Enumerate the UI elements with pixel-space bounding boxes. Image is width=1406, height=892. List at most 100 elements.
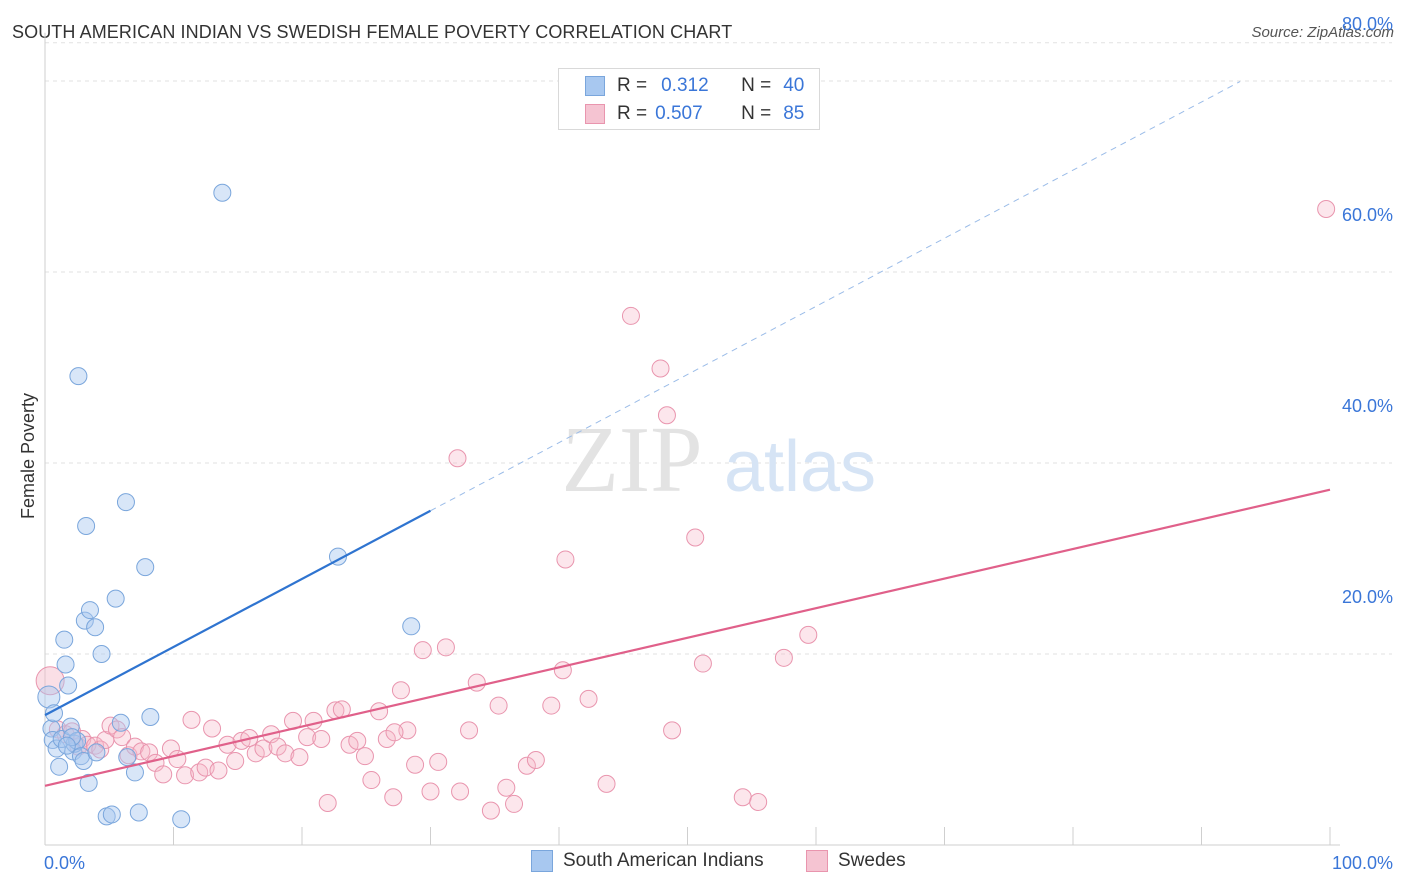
swedes-point (497, 778, 516, 797)
legend-n-label: N = (741, 103, 772, 124)
pink-swatch-icon (585, 104, 605, 124)
legend-r-value: 0.312 (661, 75, 709, 96)
swedes-point (362, 771, 381, 790)
south-american-indians-point (116, 493, 135, 512)
south-american-indians-point (86, 618, 105, 637)
swedes-point (517, 756, 536, 775)
swedes-point (799, 625, 818, 644)
swedes-point (489, 696, 508, 715)
south-american-indians-point (102, 805, 121, 824)
y-tick-label: 80.0% (1342, 14, 1393, 34)
south-american-indians-point (56, 655, 75, 674)
south-american-indians-point (71, 747, 90, 766)
legend-r-label: R = (617, 103, 648, 124)
south-american-indians-point (172, 810, 191, 829)
blue-swatch-icon (585, 76, 605, 96)
swedes-point (268, 737, 287, 756)
swedes-point (298, 728, 317, 747)
swedes-point (254, 739, 273, 758)
south-american-indians-point (118, 748, 137, 767)
swedes-point (190, 763, 209, 782)
south-american-indians-point (79, 773, 98, 792)
legend-r-value: 0.507 (655, 103, 703, 124)
south-american-indians-point (129, 803, 148, 822)
swedes-point (391, 681, 410, 700)
swedes-point (384, 788, 403, 807)
swedes-point (176, 766, 195, 785)
south-american-indians-point (141, 708, 160, 727)
legend-item-south-american-indians: South American Indians (531, 850, 764, 872)
correlation-legend: R = 0.312 N = 40 R = 0.507 N = 85 (558, 68, 820, 130)
south-american-indians-point (125, 763, 144, 782)
south-american-indians-points (37, 183, 421, 829)
swedes-point (290, 748, 309, 767)
swedes-point (621, 306, 640, 325)
swedes-point (355, 747, 374, 766)
swedes-point (182, 710, 201, 729)
swedes-point (154, 765, 173, 784)
swedes-point (526, 751, 545, 770)
y-axis-label: Female Poverty (18, 393, 38, 519)
swedes-point (774, 648, 793, 667)
x-tick-label: 100.0% (1332, 853, 1393, 873)
axes (44, 32, 1340, 846)
legend-item-swedes: Swedes (806, 850, 906, 872)
south-american-indians-point (69, 367, 88, 386)
swedes-point (113, 728, 132, 747)
y-tick-label: 20.0% (1342, 587, 1393, 607)
south-american-indians-point (75, 611, 94, 630)
swedes-point (481, 801, 500, 820)
trend-lines (44, 81, 1331, 787)
south-american-indians-point (106, 589, 125, 608)
grid-lines (45, 42, 1392, 655)
swedes-point (413, 641, 432, 660)
swedes-point (451, 782, 470, 801)
swedes-point (556, 550, 575, 569)
south-american-indians-point (77, 517, 96, 536)
swedes-point (651, 359, 670, 378)
swedes-point (663, 721, 682, 740)
swedes-point (448, 449, 467, 468)
swedes-point (209, 761, 228, 780)
blue-swatch-icon (531, 850, 553, 872)
y-tick-label: 40.0% (1342, 396, 1393, 416)
swedes-point (226, 751, 245, 770)
series-legend: South American Indians Swedes (0, 850, 1406, 878)
swedes-points (35, 199, 1336, 820)
south-american-indians-point (74, 751, 93, 770)
source-label: Source: ZipAtlas.com (1251, 24, 1394, 41)
legend-n-value: 85 (783, 103, 805, 124)
swedes-point (542, 696, 561, 715)
south-american-indians-point (80, 601, 99, 620)
legend-row-pink: R = 0.507 N = 85 (585, 101, 804, 127)
swedes-point (733, 788, 752, 807)
swedes-point (348, 731, 367, 750)
x-tick-label: 0.0% (44, 853, 85, 873)
south-american-indians-point (57, 736, 76, 755)
swedes-point (203, 719, 222, 738)
south-american-indians-point (50, 757, 69, 776)
south-american-indians-point (213, 183, 232, 202)
swedes-point (429, 752, 448, 771)
swedes-point (304, 711, 323, 730)
swedes-point (505, 794, 524, 813)
swedes-point (1317, 199, 1336, 218)
south-american-indians-point (55, 630, 74, 649)
swedes-point (657, 406, 676, 425)
swedes-trend-line (44, 488, 1331, 787)
swedes-point (377, 729, 396, 748)
swedes-point (579, 689, 598, 708)
watermark-atlas: atlas (724, 427, 876, 507)
swedes-point (597, 774, 616, 793)
legend-row-blue: R = 0.312 N = 40 (585, 73, 804, 99)
swedes-point (276, 744, 295, 763)
south-american-indians-trend-extension (430, 81, 1241, 512)
swedes-point (318, 793, 337, 812)
south-american-indians-point (92, 645, 111, 663)
swedes-point (312, 729, 331, 748)
swedes-point (385, 723, 404, 742)
swedes-point (693, 654, 712, 673)
y-tick-label: 60.0% (1342, 205, 1393, 225)
watermark-zip: ZIP (562, 408, 703, 512)
